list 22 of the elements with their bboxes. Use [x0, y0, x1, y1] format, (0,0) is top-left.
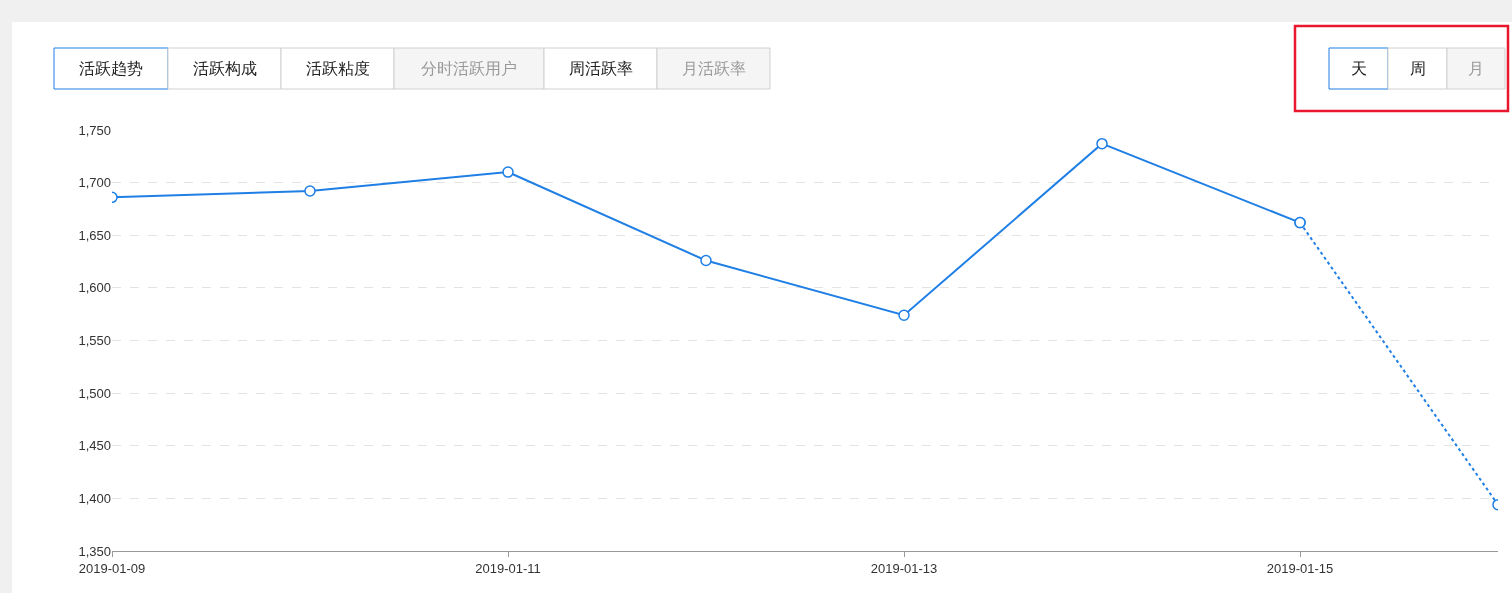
text: 月: [1468, 59, 1484, 78]
text: 月活跃率: [682, 59, 746, 78]
y-tick-label: 1,750: [78, 122, 111, 138]
y-tick-label: 1,650: [78, 227, 111, 243]
y-tick-label: 1,500: [78, 385, 111, 401]
x-tick-label: 2019-01-15: [1266, 560, 1334, 576]
y-tick-label: 1,600: [78, 280, 111, 296]
x-tick-label: 2019-01-09: [78, 560, 146, 576]
y-tick-label: 1,700: [78, 175, 111, 191]
text: 天: [1351, 59, 1367, 78]
y-tick-label: 1,350: [78, 543, 111, 559]
x-tick-label: 2019-01-13: [870, 560, 938, 576]
text: 活跃构成: [193, 59, 257, 78]
x-tick-label: 2019-01-11: [475, 560, 541, 576]
text: 活跃趋势: [79, 59, 143, 78]
text: 周: [1410, 59, 1426, 78]
text: 分时活跃用户: [421, 59, 517, 78]
y-tick-label: 1,450: [78, 438, 111, 454]
y-tick-label: 1,550: [78, 333, 111, 349]
text: 活跃粘度: [306, 59, 370, 78]
y-tick-label: 1,400: [78, 490, 111, 506]
text: 周活跃率: [569, 59, 633, 78]
